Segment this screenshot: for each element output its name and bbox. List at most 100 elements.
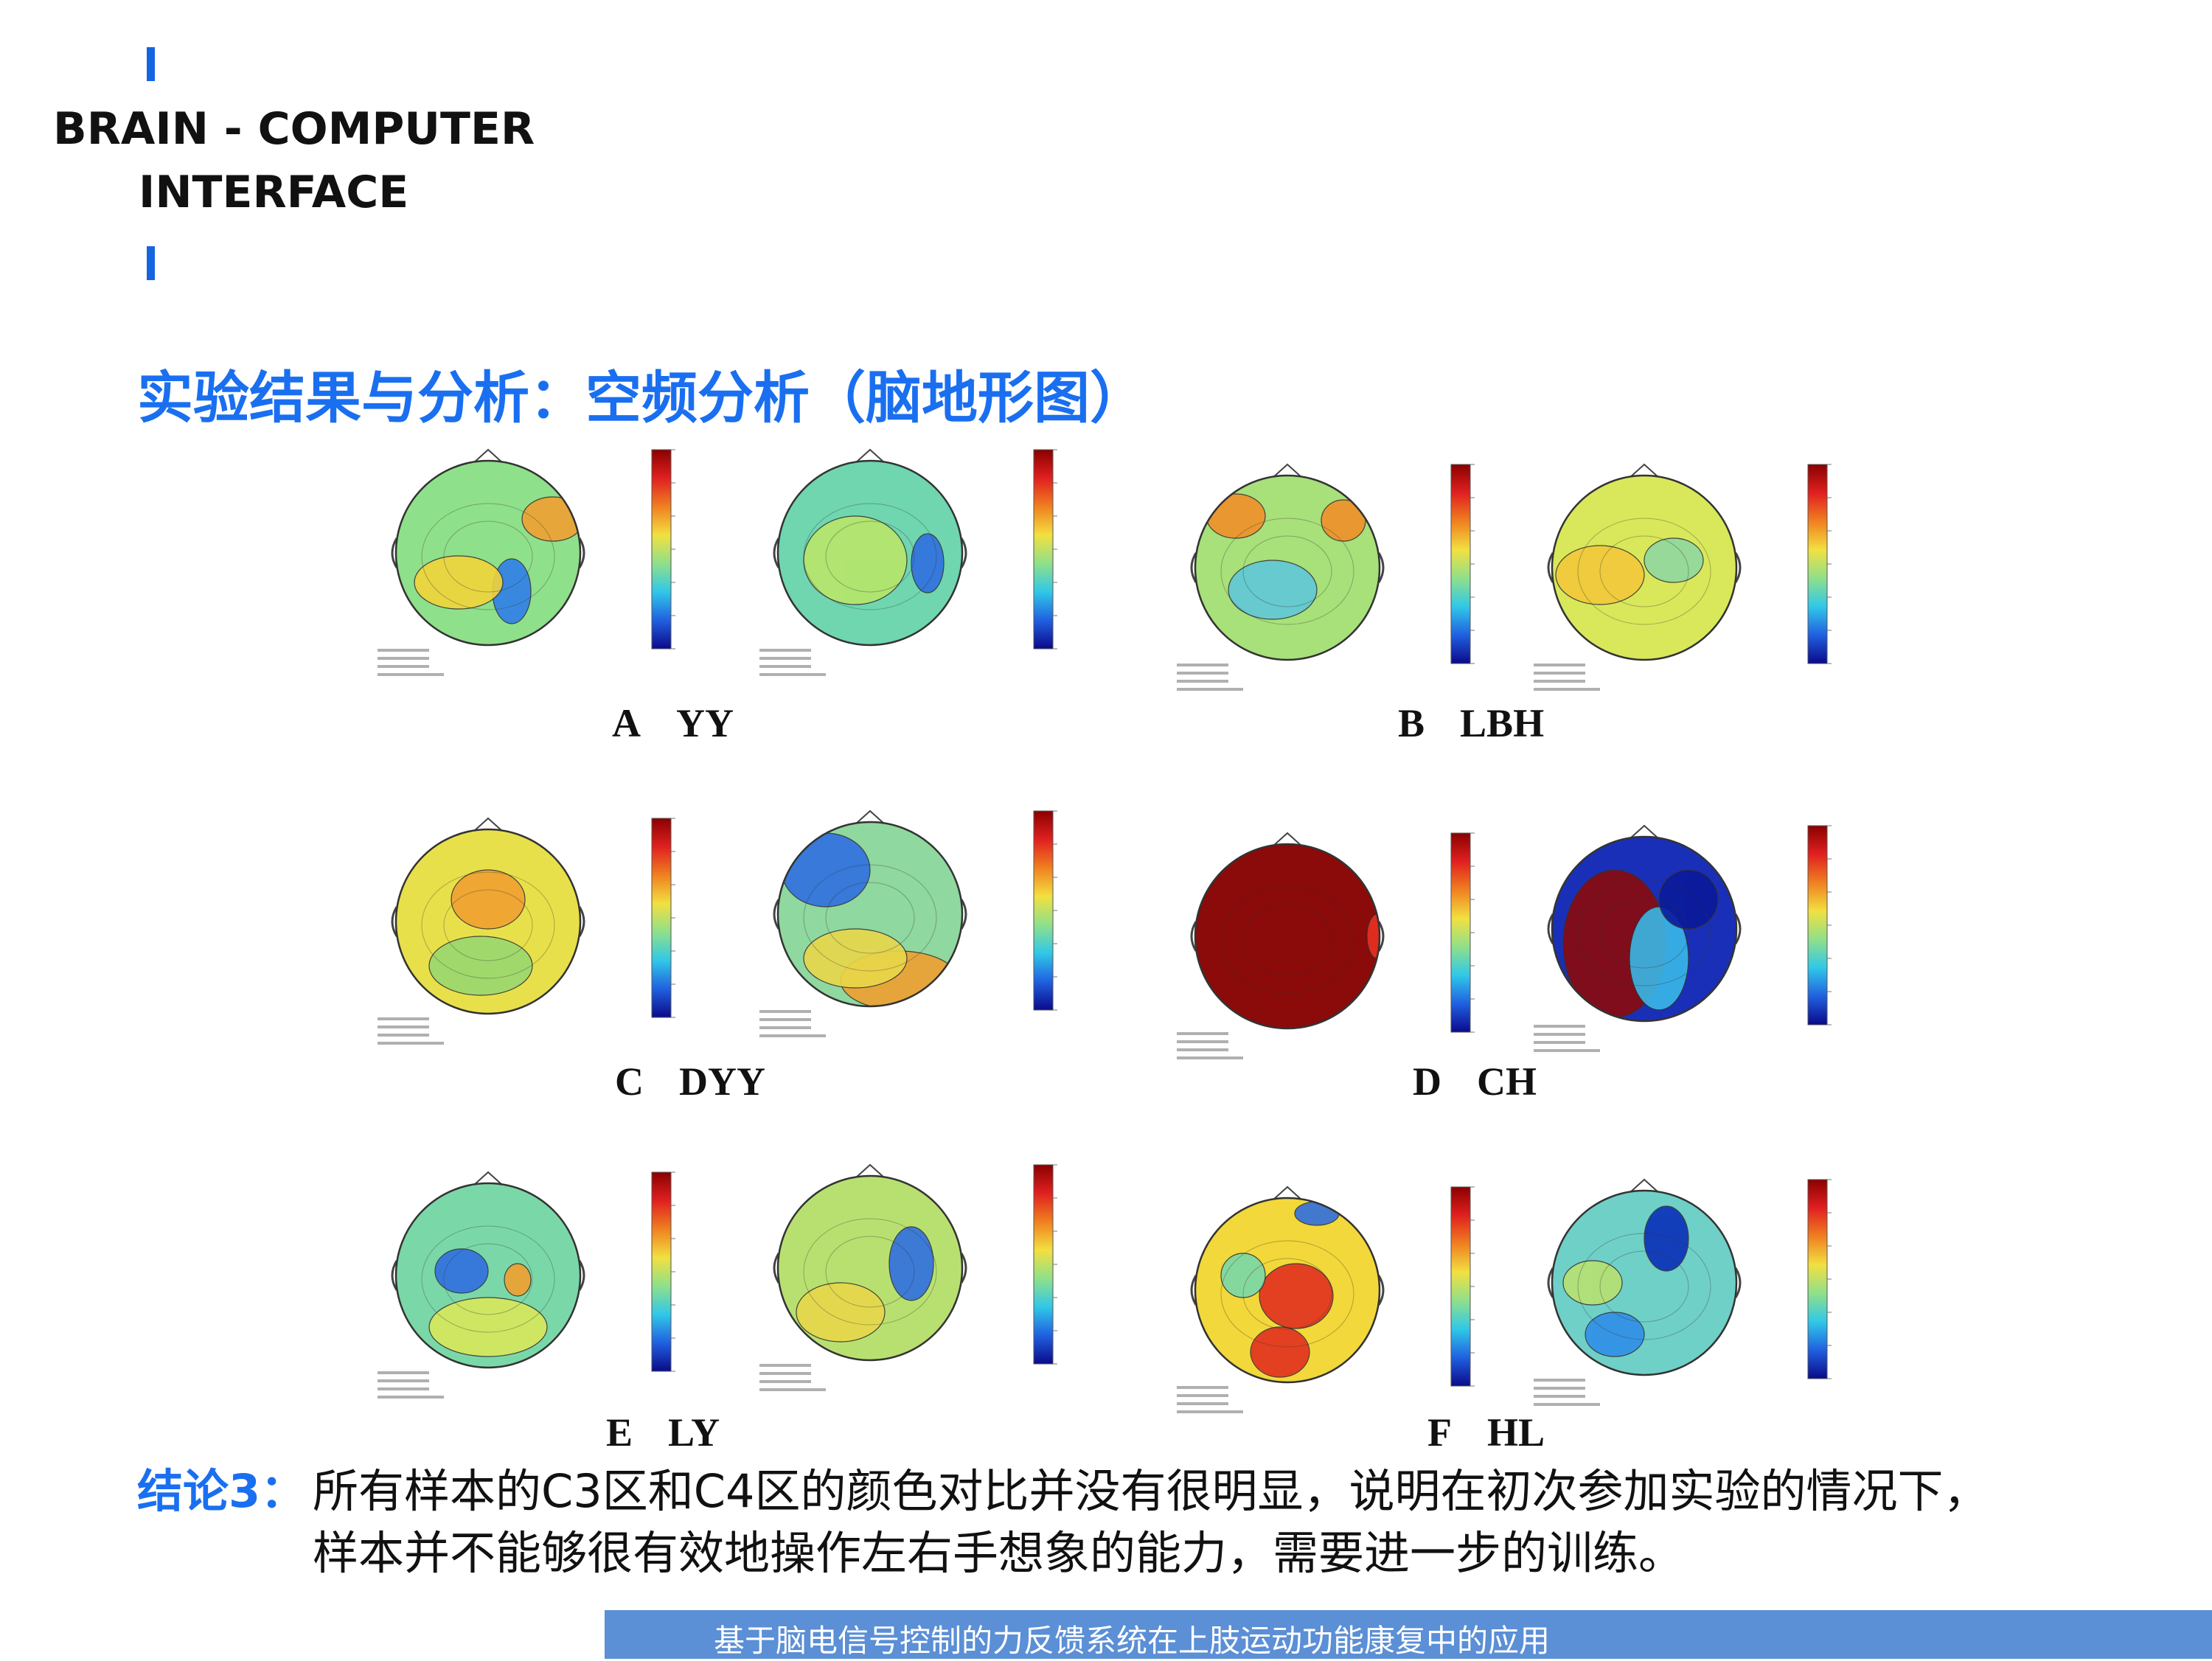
caption-line xyxy=(378,1017,429,1020)
activation-region xyxy=(1562,1260,1623,1306)
head-outline xyxy=(394,828,582,1015)
caption-line xyxy=(1534,1395,1585,1398)
left-ear-marker xyxy=(391,1260,398,1291)
caption-line xyxy=(759,665,811,668)
activation-region xyxy=(888,1226,934,1301)
contour-line xyxy=(421,1225,555,1333)
accent-bar-top xyxy=(147,47,155,81)
caption-line xyxy=(759,1364,811,1367)
caption-line xyxy=(759,1388,826,1391)
panel-letter: A xyxy=(612,701,641,745)
colorbar xyxy=(651,449,672,650)
activation-region xyxy=(504,1263,532,1297)
caption-line xyxy=(759,649,811,652)
contour-line xyxy=(803,503,937,610)
caption-line xyxy=(1177,688,1243,691)
slide-title: 实验结果与分析：空频分析（脑地形图） xyxy=(137,365,1146,431)
colorbar xyxy=(1033,449,1054,650)
caption-line xyxy=(1177,1056,1243,1059)
caption-line xyxy=(1177,1032,1228,1035)
activation-region xyxy=(1585,1312,1645,1357)
head-outline xyxy=(394,459,582,647)
activation-region xyxy=(1220,1253,1266,1298)
conclusion-line-1: 所有样本的C3区和C4区的颜色对比并没有很明显，说明在初次参加实验的情况下， xyxy=(313,1464,1989,1518)
activation-region xyxy=(1206,493,1266,539)
panel-label-b: B LBH xyxy=(1398,700,1544,746)
caption-line xyxy=(1534,1379,1585,1382)
caption-line xyxy=(1534,680,1585,683)
conclusion-line-2: 样本并不能够很有效地操作左右手想象的能力，需要进一步的训练。 xyxy=(313,1526,1685,1580)
contour-line xyxy=(421,503,555,610)
brand-line-1: BRAIN - COMPUTER xyxy=(53,103,535,155)
contour-line xyxy=(443,520,533,593)
contour-line xyxy=(1599,896,1689,969)
contour-line xyxy=(1242,535,1332,607)
contour-line xyxy=(1220,1240,1354,1348)
activation-region xyxy=(1294,1201,1340,1226)
contour-line xyxy=(825,1236,915,1308)
nose-marker xyxy=(1629,1178,1660,1194)
topomap-b-right xyxy=(1534,463,1832,691)
caption-line xyxy=(759,673,826,676)
right-ear-marker xyxy=(1377,921,1385,952)
left-ear-marker xyxy=(391,906,398,937)
left-ear-marker xyxy=(773,1253,780,1284)
topomap-e-left xyxy=(378,1171,675,1399)
head-outline xyxy=(776,459,964,647)
contour-line xyxy=(1242,904,1332,976)
topomap-a-right xyxy=(759,448,1057,676)
topomap-background xyxy=(396,461,580,645)
contour-line xyxy=(825,882,915,954)
contour-line xyxy=(1577,518,1711,625)
activation-region xyxy=(428,1297,548,1357)
topomap-f-right xyxy=(1534,1178,1832,1406)
right-ear-marker xyxy=(1377,1275,1385,1306)
head-outline xyxy=(1194,1197,1381,1384)
topomap-background xyxy=(778,1176,962,1360)
panel-letter: C xyxy=(615,1059,644,1104)
colorbar xyxy=(651,1171,672,1372)
colorbar xyxy=(1450,1186,1471,1387)
left-ear-marker xyxy=(1547,552,1554,583)
caption-line xyxy=(1534,1049,1600,1052)
caption-line xyxy=(378,1379,429,1382)
colorbar xyxy=(1033,1164,1054,1365)
colorbar xyxy=(1807,1179,1828,1379)
right-ear-marker xyxy=(960,1253,967,1284)
topomap-e-right xyxy=(759,1163,1057,1391)
topomap-c-left xyxy=(378,817,675,1045)
left-ear-marker xyxy=(1190,921,1197,952)
caption-line xyxy=(759,1026,811,1029)
caption-line xyxy=(378,657,429,660)
colorbar xyxy=(1033,810,1054,1011)
colorbar xyxy=(1450,832,1471,1033)
conclusion-label: 结论3： xyxy=(137,1464,307,1518)
caption-line xyxy=(378,1034,429,1037)
head-outline xyxy=(394,1182,582,1369)
activation-region xyxy=(1555,545,1645,605)
caption-line xyxy=(1177,1402,1228,1405)
caption-line xyxy=(759,1380,811,1383)
left-ear-marker xyxy=(391,537,398,568)
head-outline xyxy=(1194,474,1381,661)
topomap-d-left xyxy=(1177,832,1475,1059)
panel-label-e: E LY xyxy=(606,1410,720,1455)
activation-region xyxy=(1644,537,1704,583)
footer-text: 基于脑电信号控制的力反馈系统在上肢运动功能康复中的应用 xyxy=(714,1623,1551,1659)
colorbar xyxy=(1807,464,1828,664)
panel-subject: LY xyxy=(668,1410,720,1455)
contour-line xyxy=(443,889,533,961)
topomap-a-left xyxy=(378,448,675,676)
caption-line xyxy=(1177,1040,1228,1043)
nose-marker xyxy=(855,448,886,464)
activation-region xyxy=(1321,499,1366,542)
contour-line xyxy=(1577,879,1711,986)
nose-marker xyxy=(1629,824,1660,840)
caption-line xyxy=(1534,664,1585,666)
brand-line-2: INTERFACE xyxy=(139,167,409,218)
activation-region xyxy=(803,928,908,989)
activation-region xyxy=(911,533,945,593)
right-ear-marker xyxy=(578,906,585,937)
panel-subject: LBH xyxy=(1460,701,1545,745)
caption-line xyxy=(378,1387,429,1390)
